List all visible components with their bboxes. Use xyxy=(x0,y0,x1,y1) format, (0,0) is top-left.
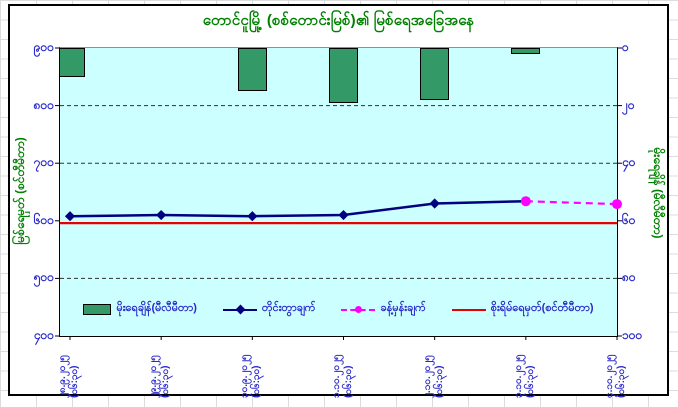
right-axis-tick: ၄၀ xyxy=(622,155,636,170)
legend: မိုးရေချိန်(မီလီမီတာ) တိုင်းတွာချက် ခန့်… xyxy=(10,298,667,320)
rainfall-bar xyxy=(329,48,358,103)
left-axis-tick: ၈၀၀ xyxy=(33,97,54,112)
left-axis-tick: ၇၀၀ xyxy=(33,155,54,170)
legend-item-rainfall: မိုးရေချိန်(မီလီမီတာ) xyxy=(83,301,197,317)
bar-swatch-icon xyxy=(83,303,112,315)
legend-item-measured: တိုင်းတွာချက် xyxy=(222,301,316,317)
rainfall-bars xyxy=(60,48,617,336)
rainfall-bar xyxy=(237,48,267,92)
legend-label-measured: တိုင်းတွာချက် xyxy=(261,302,316,314)
left-axis-title: မြစ်ရေမှတ် (စင်တီမီတာ) xyxy=(13,137,27,245)
right-axis-tick: ၈၀ xyxy=(622,270,636,285)
left-axis-tick: ၅၀၀ xyxy=(33,270,54,285)
right-axis-tick: ၀ xyxy=(622,40,629,54)
left-axis-tick: ၄၀၀ xyxy=(33,328,54,342)
legend-label-danger: စိုးရိမ်ရေမှတ်(စင်တီမီတာ) xyxy=(490,302,594,314)
rainfall-bar xyxy=(60,48,85,77)
danger-line-swatch-icon xyxy=(451,305,486,314)
x-axis-label: ၃၀.၉.၂၀၂၅ (၀၆:၃၀) xyxy=(239,354,263,398)
x-axis-label: ၄.၁၀.၂၀၂၅ (၀၆:၃၀) xyxy=(604,354,627,398)
right-axis-tick: ၆၀ xyxy=(622,212,636,227)
legend-item-danger: စိုးရိမ်ရေမှတ်(စင်တီမီတာ) xyxy=(451,301,594,317)
chart-title: တောင်ငူမြို့ (စစ်တောင်းမြစ်)၏ မြစ်ရေအခြေ… xyxy=(202,12,475,29)
x-axis-label: ၁.၁၀.၂၀၂၅ (၀၆:၃၀) xyxy=(330,354,354,398)
x-axis-label: ၂.၁၀.၂၀၂၅ (၀၆:၃၀) xyxy=(421,355,445,398)
right-axis-tick: ၁၀၀ xyxy=(622,328,643,342)
legend-item-forecast: ခန့်မှန်းချက် xyxy=(341,301,426,317)
forecast-line-swatch-icon xyxy=(341,305,376,314)
rainfall-bar xyxy=(511,48,541,54)
legend-label-rainfall: မိုးရေချိန်(မီလီမီတာ) xyxy=(116,302,197,314)
plot-area xyxy=(55,47,622,340)
rainfall-bar xyxy=(420,48,450,100)
left-axis-tick: ၉၀၀ xyxy=(33,40,54,54)
legend-label-forecast: ခန့်မှန်းချက် xyxy=(380,302,426,314)
right-axis-tick: ၂၀ xyxy=(622,97,635,112)
x-axis-label: ၂၈.၉.၂၀၂၅ (၀၆:၃၀) xyxy=(57,355,80,398)
measured-line-swatch-icon xyxy=(222,304,257,314)
left-axis-tick: ၆၀၀ xyxy=(33,212,54,227)
x-axis-label: ၂၉.၉.၂၀၂၅ (၀၆:၃၀) xyxy=(148,355,172,398)
chart-area[interactable]: တောင်ငူမြို့ (စစ်တောင်းမြစ်)၏ မြစ်ရေအခြေ… xyxy=(8,4,669,398)
x-axis-label: ၃.၁၀.၂၀၂၅ (၀၆:၃၀) xyxy=(512,354,536,398)
